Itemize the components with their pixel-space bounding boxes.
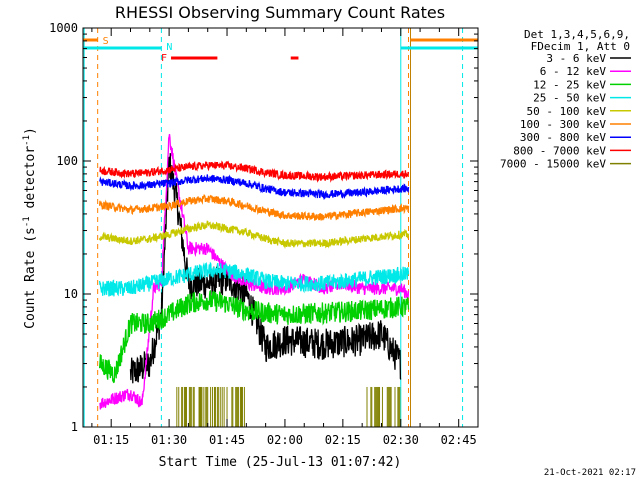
legend-label: 25 - 50 keV bbox=[533, 92, 606, 105]
legend: Det 1,3,4,5,6,9, FDecim 1, Att 0 3 - 6 k… bbox=[500, 28, 631, 171]
y-tick-label: 100 bbox=[56, 154, 78, 168]
y-axis: 1 10 100 1000 bbox=[49, 21, 478, 434]
legend-header-1: Det 1,3,4,5,6,9, bbox=[524, 28, 630, 41]
legend-label: 3 - 6 keV bbox=[546, 52, 606, 65]
y-axis-label-exp1: -1 bbox=[22, 216, 32, 227]
y-axis-label-mid: detector bbox=[23, 146, 38, 217]
series-olive bbox=[176, 386, 401, 427]
x-tick-label: 02:00 bbox=[267, 433, 303, 447]
flare-label: F bbox=[161, 53, 167, 64]
legend-header-2: FDecim 1, Att 0 bbox=[531, 40, 630, 53]
y-axis-label-post: ) bbox=[23, 127, 38, 135]
x-axis-label: Start Time (25-Jul-13 01:07:42) bbox=[159, 455, 402, 470]
legend-label: 800 - 7000 keV bbox=[513, 144, 606, 157]
y-axis-label-pre: Count Rate (s bbox=[23, 227, 38, 329]
series-line bbox=[98, 174, 410, 201]
x-tick-label: 01:45 bbox=[209, 433, 245, 447]
legend-label: 50 - 100 keV bbox=[527, 105, 607, 118]
legend-label: 12 - 25 keV bbox=[533, 78, 606, 91]
fg-annotations: S NF bbox=[83, 36, 478, 64]
chart-title: RHESSI Observing Summary Count Rates bbox=[115, 3, 445, 22]
y-axis-label: Count Rate (s-1 detector-1) bbox=[22, 127, 38, 329]
legend-label: 300 - 800 keV bbox=[520, 131, 606, 144]
night-label: N bbox=[166, 42, 172, 53]
series-line bbox=[98, 193, 410, 221]
series-group bbox=[98, 134, 410, 427]
timestamp: 21-Oct-2021 02:17 bbox=[544, 468, 636, 478]
x-tick-label: 01:15 bbox=[93, 433, 129, 447]
series-line bbox=[98, 220, 410, 249]
y-tick-label: 1 bbox=[71, 420, 78, 434]
plot-frame bbox=[82, 27, 479, 428]
y-tick-label: 10 bbox=[64, 287, 78, 301]
series-line bbox=[98, 261, 410, 297]
x-axis: 01:15 01:30 01:45 02:00 02:15 02:30 02:45 bbox=[91, 28, 479, 447]
series-line bbox=[99, 160, 410, 183]
x-tick-label: 01:30 bbox=[151, 433, 187, 447]
x-tick-label: 02:30 bbox=[383, 433, 419, 447]
legend-label: 7000 - 15000 keV bbox=[500, 158, 606, 171]
series-line bbox=[99, 134, 410, 410]
y-axis-label-exp2: -1 bbox=[22, 135, 32, 146]
y-tick-label: 1000 bbox=[49, 21, 78, 35]
legend-label: 100 - 300 keV bbox=[520, 118, 606, 131]
x-tick-label: 02:15 bbox=[325, 433, 361, 447]
x-tick-label: 02:45 bbox=[441, 433, 477, 447]
series-line bbox=[98, 290, 410, 384]
legend-label: 6 - 12 keV bbox=[540, 65, 607, 78]
saa-label: S bbox=[103, 36, 109, 47]
